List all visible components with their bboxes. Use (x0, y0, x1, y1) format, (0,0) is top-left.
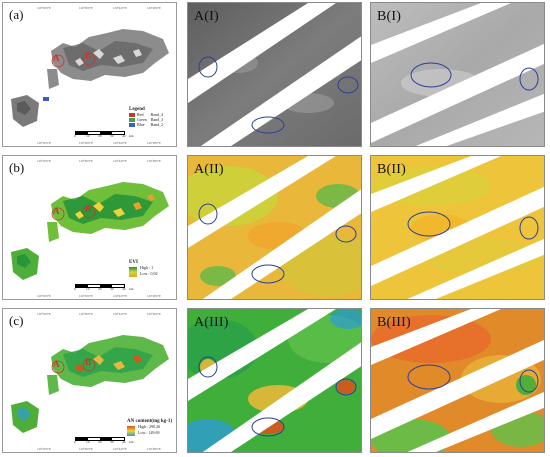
legend-name: Red (137, 112, 144, 117)
image-panel-a-i: A(I) (187, 2, 362, 147)
image-panel-b-i: B(I) (370, 2, 545, 147)
lon-tick: 120°36'0"E (79, 447, 93, 451)
lon-tick: 120°48'0"E (147, 294, 161, 298)
image-panel-b-iii: B(III) (370, 308, 545, 453)
an-subset-a (188, 309, 361, 452)
lon-tick: 120°30'0"E (37, 6, 51, 10)
scale-bar: 0 10 20 30 40 km (74, 131, 133, 138)
image-panel-a-iii: A(III) (187, 308, 362, 453)
evi-subset-b (371, 156, 544, 299)
site-label-b: B (85, 357, 92, 367)
lon-tick: 120°36'0"E (79, 312, 93, 316)
legend-value: Band_3 (150, 117, 164, 123)
evi-map (3, 156, 176, 299)
lon-tick: 120°30'0"E (37, 159, 51, 163)
scale-bar: 0 10 20 30 40 km (74, 437, 133, 444)
lon-tick: 120°42'0"E (113, 447, 127, 451)
legend-swatch-green (129, 118, 135, 123)
image-label-a-ii: A(II) (194, 162, 224, 177)
rgb-composite-map (3, 3, 176, 146)
lon-tick: 120°42'0"E (113, 6, 127, 10)
lon-tick: 120°48'0"E (147, 141, 161, 145)
legend-rgb: Legend Red Band_4 Green Band_3 Blue Band… (129, 107, 164, 128)
rgb-subset-a (188, 3, 361, 146)
panel-label-a: (a) (9, 7, 24, 22)
panel-label-b: (b) (9, 160, 25, 175)
site-label-a: A (53, 359, 60, 369)
legend-value: Band_2 (150, 122, 164, 128)
image-label-a-i: A(I) (194, 9, 219, 24)
lon-tick: 120°36'0"E (79, 6, 93, 10)
lon-tick: 120°30'0"E (37, 447, 51, 451)
legend-name: Green (137, 117, 147, 123)
legend-title: AN content(mg kg-1) (127, 419, 172, 424)
legend-swatch-blue (129, 123, 135, 128)
image-panel-b-ii: B(II) (370, 155, 545, 300)
lon-tick: 120°48'0"E (147, 312, 161, 316)
lon-tick: 120°42'0"E (113, 159, 127, 163)
site-label-a: A (53, 206, 60, 216)
lon-tick: 120°42'0"E (113, 312, 127, 316)
lon-tick: 120°42'0"E (113, 294, 127, 298)
map-panel-a: (a) 120°30'0"E 120°36'0"E 120°42'0"E 120… (2, 2, 177, 147)
legend-name: Blue (137, 122, 145, 128)
lon-tick: 120°42'0"E (113, 141, 127, 145)
rgb-subset-b (371, 3, 544, 146)
legend-evi: EVI High : 1 Low : 0.02 (129, 260, 157, 276)
legend-swatch-red (129, 113, 135, 118)
legend-title: Legend (129, 107, 145, 112)
legend-value: Band_4 (150, 112, 163, 117)
evi-subset-a (188, 156, 361, 299)
lon-tick: 120°48'0"E (147, 159, 161, 163)
legend-low: Low : 0.02 (140, 271, 158, 276)
map-panel-c: (c) 120°30'0"E 120°36'0"E 120°42'0"E 120… (2, 308, 177, 453)
lon-tick: 120°36'0"E (79, 294, 93, 298)
lon-tick: 120°36'0"E (79, 159, 93, 163)
image-label-a-iii: A(III) (194, 315, 229, 330)
lon-tick: 120°48'0"E (147, 6, 161, 10)
map-panel-b: (b) 120°30'0"E 120°36'0"E 120°42'0"E 120… (2, 155, 177, 300)
lon-tick: 120°30'0"E (37, 294, 51, 298)
panel-label-c: (c) (9, 313, 24, 328)
lon-tick: 120°48'0"E (147, 447, 161, 451)
legend-title: EVI (129, 260, 138, 265)
lon-tick: 120°36'0"E (79, 141, 93, 145)
image-label-b-ii: B(II) (377, 162, 406, 177)
an-content-map (3, 309, 176, 452)
an-subset-b (371, 309, 544, 452)
site-label-a: A (53, 53, 60, 63)
image-panel-a-ii: A(II) (187, 155, 362, 300)
lon-tick: 120°30'0"E (37, 312, 51, 316)
legend-high: High : 290.26 (138, 424, 161, 429)
image-label-b-iii: B(III) (377, 315, 411, 330)
image-label-b-i: B(I) (377, 9, 402, 24)
legend-high: High : 1 (140, 265, 154, 270)
legend-an: AN content(mg kg-1) High : 290.26 Low : … (127, 419, 172, 435)
site-label-b: B (85, 51, 92, 61)
scale-bar: 0 10 20 30 40 km (74, 284, 133, 291)
legend-low: Low : 149.69 (138, 430, 160, 435)
site-label-b: B (85, 204, 92, 214)
lon-tick: 120°30'0"E (37, 141, 51, 145)
